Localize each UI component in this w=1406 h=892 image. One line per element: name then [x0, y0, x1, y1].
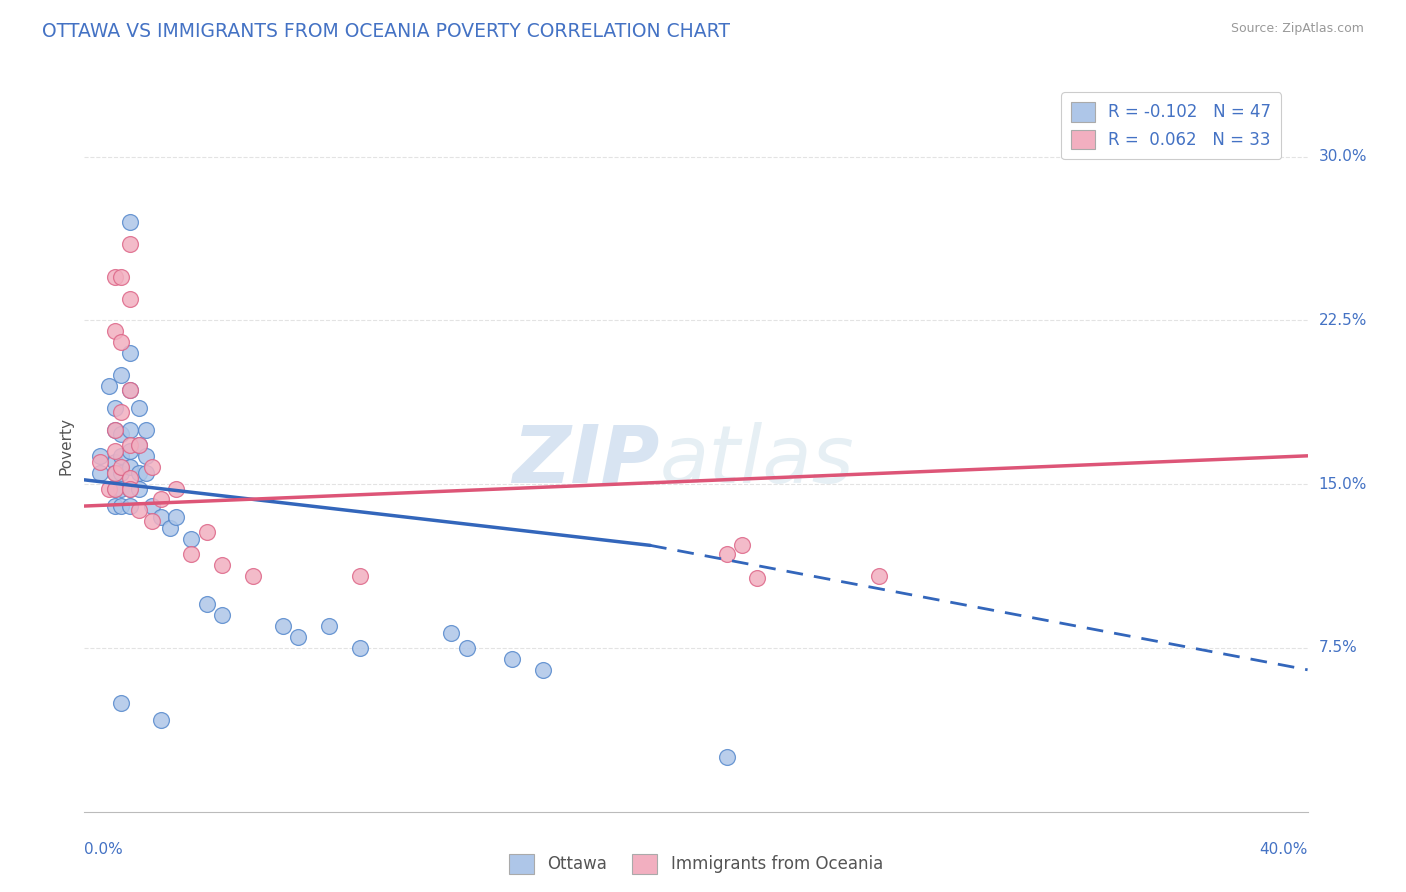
Text: OTTAWA VS IMMIGRANTS FROM OCEANIA POVERTY CORRELATION CHART: OTTAWA VS IMMIGRANTS FROM OCEANIA POVERT… — [42, 22, 730, 41]
Point — [110, 696, 132, 710]
Point — [89, 467, 111, 481]
Text: 22.5%: 22.5% — [1319, 313, 1367, 328]
Point — [149, 510, 172, 524]
Point — [180, 532, 202, 546]
Point — [120, 346, 142, 360]
Point — [211, 558, 233, 572]
Point — [120, 444, 142, 458]
Point — [349, 569, 371, 583]
Point — [716, 547, 738, 561]
Point — [165, 482, 187, 496]
Point — [120, 482, 142, 496]
Point — [104, 482, 127, 496]
Point — [89, 449, 111, 463]
Point — [287, 630, 309, 644]
Point — [869, 569, 891, 583]
Point — [89, 455, 111, 469]
Point — [110, 335, 132, 350]
Point — [110, 482, 132, 496]
Point — [104, 423, 127, 437]
Point — [128, 467, 150, 481]
Point — [128, 401, 150, 415]
Text: 15.0%: 15.0% — [1319, 476, 1367, 491]
Point — [128, 503, 150, 517]
Point — [120, 423, 142, 437]
Point — [120, 384, 142, 398]
Point — [141, 514, 163, 528]
Point — [104, 269, 127, 284]
Point — [135, 467, 157, 481]
Point — [128, 438, 150, 452]
Point — [440, 625, 463, 640]
Point — [110, 368, 132, 382]
Point — [149, 492, 172, 507]
Point — [120, 384, 142, 398]
Point — [128, 438, 150, 452]
Point — [747, 571, 769, 585]
Point — [271, 619, 294, 633]
Point — [211, 608, 233, 623]
Point — [104, 444, 127, 458]
Text: 7.5%: 7.5% — [1319, 640, 1357, 656]
Text: ZIP: ZIP — [512, 422, 659, 500]
Point — [110, 405, 132, 419]
Point — [120, 459, 142, 474]
Point — [242, 569, 264, 583]
Point — [120, 438, 142, 452]
Point — [531, 663, 554, 677]
Point — [97, 482, 120, 496]
Text: 40.0%: 40.0% — [1260, 842, 1308, 857]
Point — [110, 459, 132, 474]
Point — [180, 547, 202, 561]
Point — [104, 423, 127, 437]
Point — [110, 427, 132, 442]
Point — [318, 619, 340, 633]
Legend: Ottawa, Immigrants from Oceania: Ottawa, Immigrants from Oceania — [502, 847, 890, 880]
Point — [716, 750, 738, 764]
Point — [135, 423, 157, 437]
Point — [104, 401, 127, 415]
Point — [104, 455, 127, 469]
Y-axis label: Poverty: Poverty — [58, 417, 73, 475]
Point — [165, 510, 187, 524]
Point — [456, 640, 478, 655]
Point — [120, 482, 142, 496]
Point — [104, 324, 127, 338]
Point — [128, 482, 150, 496]
Point — [120, 215, 142, 229]
Point — [104, 467, 127, 481]
Point — [731, 538, 754, 552]
Point — [110, 449, 132, 463]
Point — [195, 525, 218, 540]
Point — [104, 499, 127, 513]
Text: 30.0%: 30.0% — [1319, 149, 1367, 164]
Point — [110, 499, 132, 513]
Point — [120, 292, 142, 306]
Point — [135, 449, 157, 463]
Point — [502, 652, 524, 666]
Point — [104, 482, 127, 496]
Text: atlas: atlas — [659, 422, 853, 500]
Point — [110, 269, 132, 284]
Point — [149, 713, 172, 727]
Point — [195, 597, 218, 611]
Point — [349, 640, 371, 655]
Point — [141, 459, 163, 474]
Point — [110, 467, 132, 481]
Point — [104, 467, 127, 481]
Point — [120, 499, 142, 513]
Text: Source: ZipAtlas.com: Source: ZipAtlas.com — [1230, 22, 1364, 36]
Point — [120, 237, 142, 252]
Point — [159, 521, 181, 535]
Point — [97, 379, 120, 393]
Text: 0.0%: 0.0% — [84, 842, 124, 857]
Point — [120, 470, 142, 484]
Point — [141, 499, 163, 513]
